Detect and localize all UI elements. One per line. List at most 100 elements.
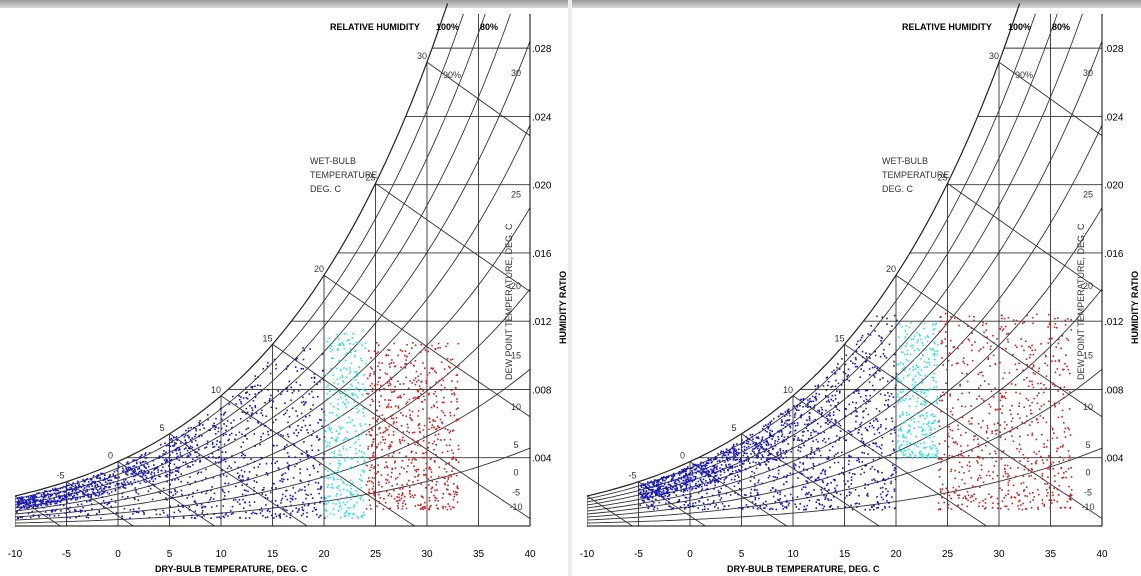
data-point-cyan <box>911 346 913 349</box>
data-point-blue <box>848 460 850 462</box>
data-point-blue <box>280 434 282 436</box>
data-point-red <box>1056 450 1058 453</box>
data-point-blue <box>817 386 819 388</box>
data-point-red <box>406 471 408 473</box>
relative-humidity-curve <box>587 124 1102 512</box>
data-point-cyan <box>901 435 904 438</box>
data-point-cyan <box>328 500 330 503</box>
data-point-blue <box>838 473 841 475</box>
data-point-red <box>971 360 974 362</box>
data-point-cyan <box>932 333 934 335</box>
data-point-blue <box>216 516 218 519</box>
data-point-blue <box>658 479 660 481</box>
data-point-blue <box>58 500 60 503</box>
data-point-blue <box>320 497 323 499</box>
data-point-blue <box>839 390 841 393</box>
data-point-blue <box>179 510 181 513</box>
relative-humidity-curve <box>587 368 1102 521</box>
data-point-cyan <box>330 395 332 398</box>
data-point-blue <box>163 459 166 462</box>
data-point-blue <box>871 366 874 369</box>
data-point-blue <box>58 497 60 499</box>
data-point-blue <box>67 493 69 495</box>
data-point-red <box>371 390 374 392</box>
data-point-cyan <box>345 399 348 401</box>
data-point-blue <box>143 511 145 514</box>
data-point-blue <box>893 488 896 490</box>
data-point-red <box>955 362 958 365</box>
data-point-blue <box>283 448 286 450</box>
data-point-blue <box>772 475 775 478</box>
data-point-blue <box>836 484 838 487</box>
data-point-blue <box>768 450 770 452</box>
data-point-blue <box>206 490 208 492</box>
data-point-blue <box>64 512 67 514</box>
data-point-red <box>409 486 411 488</box>
data-point-blue <box>158 456 160 459</box>
data-point-red <box>947 432 949 434</box>
data-point-blue <box>793 467 796 469</box>
data-point-blue <box>248 393 251 396</box>
data-point-blue <box>689 502 691 505</box>
data-point-red <box>1031 421 1033 423</box>
data-point-blue <box>806 455 808 458</box>
data-point-blue <box>143 466 146 468</box>
data-point-blue <box>313 373 316 375</box>
data-point-cyan <box>325 386 328 388</box>
data-point-red <box>399 394 401 397</box>
data-point-blue <box>300 429 302 431</box>
data-point-blue <box>818 409 820 412</box>
data-point-blue <box>829 404 832 407</box>
data-point-cyan <box>359 497 361 500</box>
x-tick-label: -10 <box>8 549 23 560</box>
data-point-blue <box>668 501 670 504</box>
data-point-blue <box>770 443 772 446</box>
data-point-cyan <box>346 501 349 503</box>
data-point-blue <box>29 505 31 507</box>
data-point-blue <box>758 497 760 500</box>
data-point-cyan <box>915 384 918 386</box>
data-point-blue <box>67 488 70 491</box>
data-point-red <box>378 389 381 392</box>
data-point-cyan <box>936 402 938 405</box>
data-point-blue <box>669 487 672 489</box>
data-point-blue <box>254 445 256 447</box>
data-point-blue <box>25 500 27 502</box>
data-point-red <box>940 410 942 413</box>
data-point-cyan <box>351 419 354 421</box>
data-point-cyan <box>932 453 934 456</box>
data-point-blue <box>806 469 809 471</box>
data-point-blue <box>722 508 725 510</box>
data-point-blue <box>115 477 118 479</box>
data-point-red <box>952 407 954 409</box>
data-point-cyan <box>937 344 939 346</box>
data-point-blue <box>684 489 686 492</box>
data-point-blue <box>207 429 210 431</box>
data-point-red <box>1059 456 1061 458</box>
data-point-blue <box>690 468 692 470</box>
data-point-blue <box>771 445 773 448</box>
data-point-blue <box>296 415 299 417</box>
data-point-cyan <box>917 420 920 423</box>
data-point-red <box>412 496 415 499</box>
data-point-red <box>444 482 446 485</box>
data-point-red <box>1052 468 1054 470</box>
data-point-blue <box>169 454 171 456</box>
data-point-blue <box>18 503 20 505</box>
data-point-red <box>1048 338 1051 340</box>
data-point-blue <box>885 495 887 497</box>
data-point-red <box>1013 496 1016 498</box>
data-point-red <box>1007 508 1010 511</box>
data-point-blue <box>709 482 712 484</box>
data-point-blue <box>196 472 199 475</box>
data-point-blue <box>869 422 871 424</box>
data-point-red <box>1000 326 1003 328</box>
data-point-red <box>994 450 996 453</box>
data-point-blue <box>887 391 889 394</box>
data-point-blue <box>821 470 824 472</box>
data-point-blue <box>739 469 741 472</box>
data-point-blue <box>863 452 865 454</box>
data-point-blue <box>686 483 689 486</box>
data-point-red <box>411 382 413 384</box>
data-point-red <box>1047 326 1049 328</box>
